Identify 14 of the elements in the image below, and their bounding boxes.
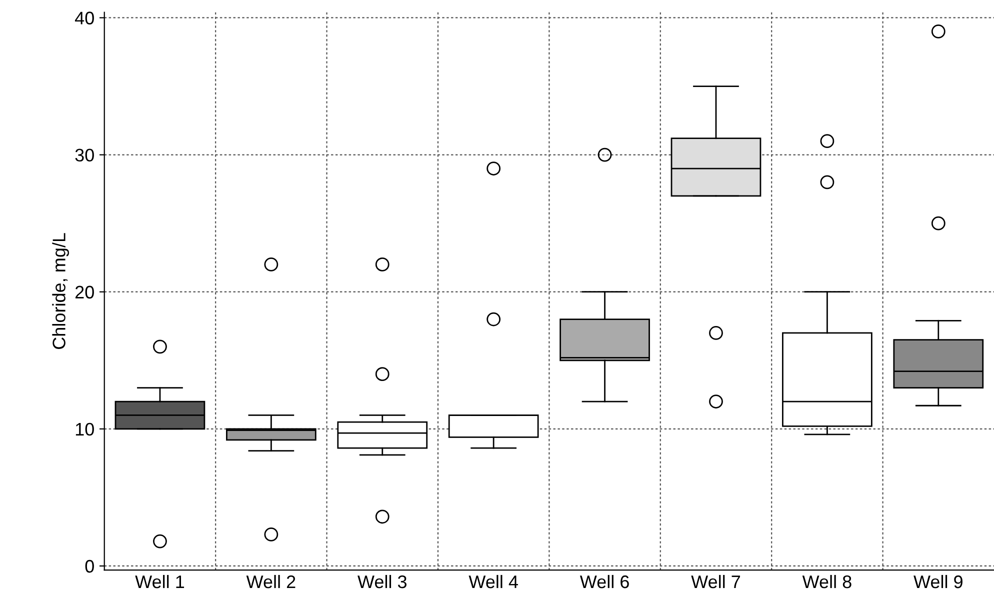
y-axis-title: Chloride, mg/L (52, 233, 70, 349)
y-tick-label: 30 (75, 148, 94, 162)
x-tick-label: Well 4 (468, 574, 518, 588)
x-tick-label: Well 8 (802, 574, 852, 588)
x-tick-label: Well 7 (691, 574, 740, 588)
y-tick-label: 0 (85, 560, 94, 573)
x-tick-label: Well 3 (358, 574, 407, 588)
y-tick-label: 10 (76, 422, 94, 436)
x-tick-label: Well 9 (914, 574, 962, 588)
x-tick-label: Well 2 (246, 574, 296, 588)
x-tick-label: Well 6 (580, 574, 629, 588)
y-tick-label: 20 (75, 286, 94, 299)
x-tick-label: Well 1 (135, 574, 184, 588)
y-tick-label: 40 (74, 12, 94, 24)
